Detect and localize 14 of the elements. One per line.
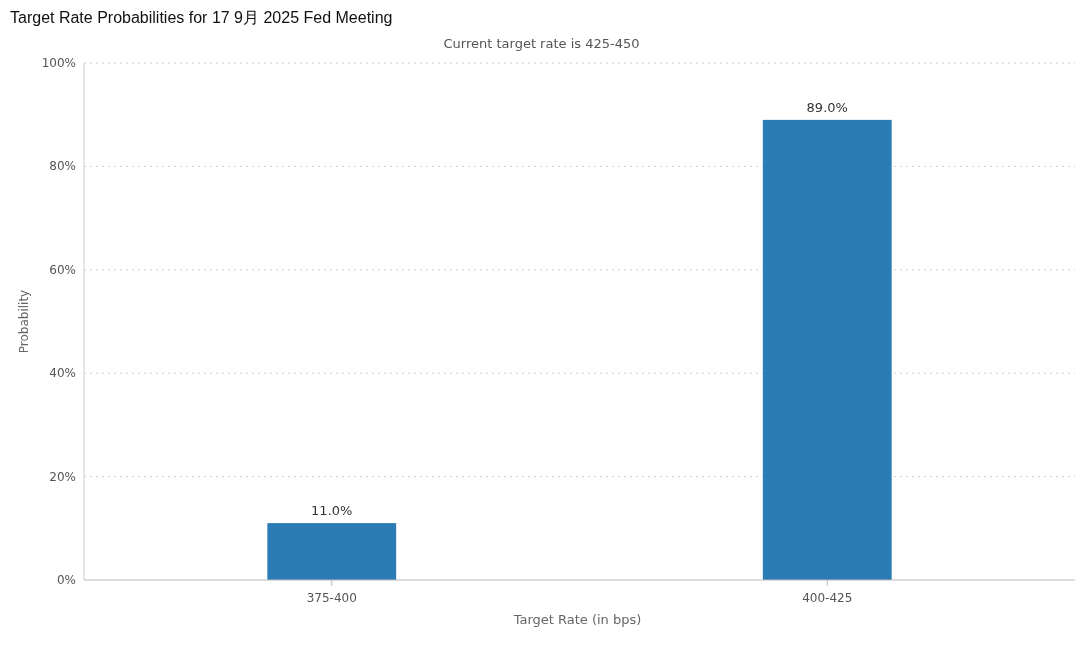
data-label: 11.0% <box>311 503 353 519</box>
y-tick-label: 60% <box>49 262 76 277</box>
chart-subtitle: Current target rate is 425-450 <box>443 36 640 51</box>
data-label: 89.0% <box>806 99 848 115</box>
y-tick-label: 40% <box>49 366 76 381</box>
x-axis-title: Target Rate (in bps) <box>512 612 642 627</box>
chart-title: Target Rate Probabilities for 17 9月 2025 Fed Meeting <box>10 9 393 26</box>
y-axis-title: Probability <box>17 289 31 354</box>
x-tick-label: 375-400 <box>306 591 357 605</box>
y-tick-label: 80% <box>49 159 76 174</box>
y-tick-label: 20% <box>49 469 76 484</box>
y-tick-label: 0% <box>56 573 76 587</box>
y-tick-label: 100% <box>41 56 76 70</box>
x-tick-label: 400-425 <box>802 591 853 605</box>
